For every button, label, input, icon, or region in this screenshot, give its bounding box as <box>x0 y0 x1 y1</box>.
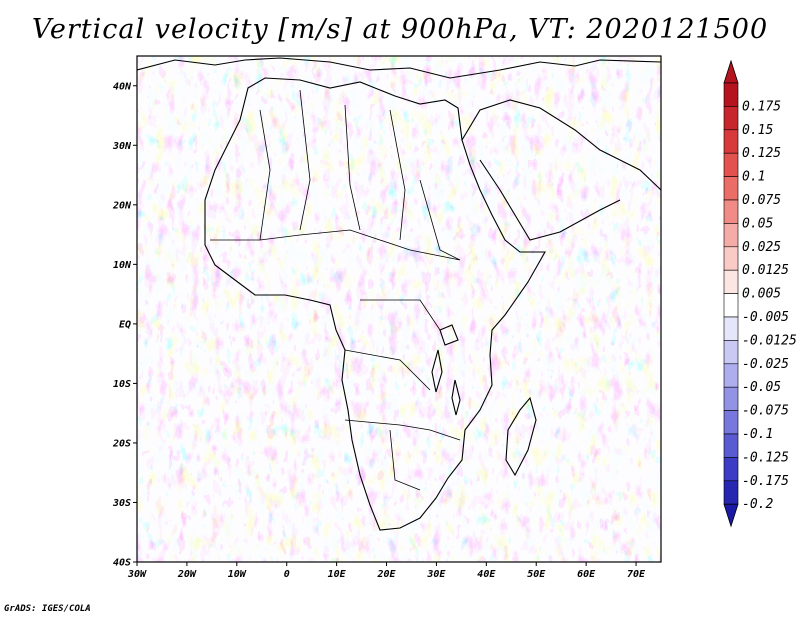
colorbar-label: -0.175 <box>742 474 789 489</box>
colorbar: 0.175 0.15 0.125 0.1 0.075 0.05 0.025 0.0125 0.0… <box>723 59 797 528</box>
colorbar-swatch <box>723 363 739 388</box>
lat-tick-label: 20S <box>112 438 131 449</box>
colorbar-label: -0.2 <box>742 497 773 512</box>
lon-tick-label: 30E <box>426 569 446 580</box>
lon-tick-label: 10W <box>228 569 247 580</box>
colorbar-swatch <box>723 199 739 224</box>
colorbar-swatch <box>723 246 739 271</box>
colorbar-swatch <box>723 293 739 318</box>
lat-tick-label: 20N <box>112 200 132 211</box>
lake-victoria <box>439 324 459 346</box>
colorbar-swatch <box>723 433 739 458</box>
lon-tick-label: 0 <box>284 569 290 580</box>
colorbar-max-arrow <box>723 59 739 84</box>
colorbar-label: -0.075 <box>742 404 789 419</box>
lat-tick-label: 10S <box>113 379 131 390</box>
lat-tick-label: 40S <box>113 558 131 569</box>
lon-tick-label: 70E <box>627 569 646 580</box>
colorbar-swatch <box>723 129 739 154</box>
longitude-ticks: 30W 20W 10W 0 10E 20E 30E 40E 50E 60E 70E <box>127 562 646 580</box>
lake-malawi <box>451 379 461 416</box>
madagascar-coastline <box>505 396 537 477</box>
colorbar-label: 0.15 <box>742 123 773 138</box>
colorbar-label: 0.005 <box>742 287 781 302</box>
lat-tick-label: 30N <box>112 141 132 152</box>
colorbar-swatch <box>723 152 739 177</box>
plot-frame <box>136 55 662 563</box>
colorbar-label: -0.125 <box>742 450 789 465</box>
lon-tick-label: 40E <box>477 569 496 580</box>
lon-tick-label: 20W <box>177 569 197 580</box>
lat-tick-label: 30S <box>112 498 131 509</box>
colorbar-label: 0.025 <box>742 240 781 255</box>
colorbar-label: -0.05 <box>742 380 781 395</box>
country-borders <box>210 89 461 491</box>
colorbar-label: 0.0125 <box>742 263 789 278</box>
colorbar-min-arrow <box>723 503 739 528</box>
colorbar-swatch <box>723 176 739 201</box>
lon-tick-label: 10E <box>328 569 347 580</box>
colorbar-swatch <box>723 340 739 365</box>
colorbar-swatch <box>723 410 739 435</box>
lat-tick-label: EQ <box>119 319 131 330</box>
africa-coastline <box>204 77 546 531</box>
colorbar-swatch <box>723 457 739 482</box>
latitude-ticks: 40N 30N 20N 10N EQ 10S 20S 30S 40S <box>112 81 137 569</box>
colorbar-swatch <box>723 316 739 341</box>
colorbar-label: 0.075 <box>742 193 781 208</box>
europe-coastline <box>137 57 661 79</box>
colorbar-label: -0.005 <box>742 310 789 325</box>
colorbar-label: 0.1 <box>742 170 765 185</box>
arabia-coastline <box>461 99 661 241</box>
colorbar-swatch <box>723 480 739 505</box>
colorbar-label: 0.05 <box>742 216 773 231</box>
colorbar-label: 0.175 <box>742 99 781 114</box>
colorbar-swatch <box>723 106 739 131</box>
lon-tick-label: 20E <box>376 569 396 580</box>
colorbar-label: -0.025 <box>742 357 789 372</box>
coastlines <box>137 57 661 531</box>
footer-credit: GrADS: IGES/COLA <box>4 604 91 614</box>
lake-tanganyika <box>431 349 443 393</box>
colorbar-swatch <box>723 223 739 248</box>
colorbar-swatch <box>723 269 739 294</box>
lon-tick-label: 30W <box>127 569 147 580</box>
lon-tick-label: 60E <box>577 569 596 580</box>
lat-tick-label: 10N <box>113 260 132 271</box>
colorbar-label: 0.125 <box>742 146 781 161</box>
lat-tick-label: 40N <box>113 81 132 92</box>
colorbar-swatch <box>723 82 739 107</box>
colorbar-label: -0.1 <box>742 427 773 442</box>
lon-tick-label: 50E <box>527 569 546 580</box>
colorbar-label: -0.0125 <box>742 333 797 348</box>
velocity-field <box>137 56 661 562</box>
colorbar-swatch <box>723 386 739 411</box>
map-title: Vertical velocity [m/s] at 900hPa, VT: 2… <box>31 14 769 45</box>
